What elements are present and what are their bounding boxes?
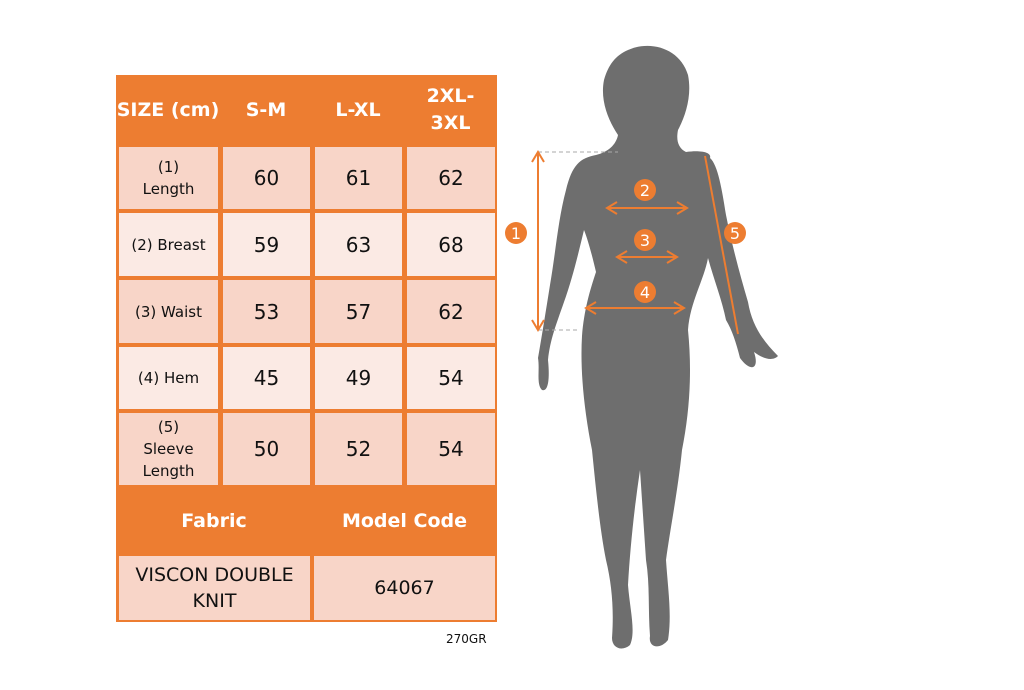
size-value-cell: 68 xyxy=(407,213,495,276)
size-value-cell: 59 xyxy=(223,213,310,276)
fabric-value: VISCON DOUBLE KNIT xyxy=(119,556,310,620)
marker-2: 2 xyxy=(640,181,650,200)
row-label: (2) Breast xyxy=(119,213,218,276)
size-value-cell: 63 xyxy=(315,213,402,276)
size-value-cell: 60 xyxy=(223,147,310,209)
row-label: (1) Length xyxy=(119,147,218,209)
size-value-cell: 61 xyxy=(315,147,402,209)
body-silhouette-figure: 1 2 3 4 5 xyxy=(505,45,778,649)
header-s-m: S-M xyxy=(245,98,287,121)
marker-4: 4 xyxy=(640,283,650,302)
size-value-cell: 57 xyxy=(315,280,402,343)
size-value-cell: 49 xyxy=(315,347,402,409)
size-value-cell: 54 xyxy=(407,413,495,485)
row-label: (4) Hem xyxy=(119,347,218,409)
marker-3: 3 xyxy=(640,231,650,250)
header-2xl-3xl: 2XL- 3XL xyxy=(426,85,475,134)
size-value-cell: 53 xyxy=(223,280,310,343)
size-value-cell: 45 xyxy=(223,347,310,409)
fabric-header: Fabric xyxy=(181,509,247,532)
silhouette xyxy=(538,45,778,649)
model-code-header: Model Code xyxy=(341,509,468,532)
fabric-weight-note: 270GR xyxy=(446,632,487,646)
row-label: (3) Waist xyxy=(119,280,218,343)
size-value-cell: 62 xyxy=(407,147,495,209)
size-value-cell: 52 xyxy=(315,413,402,485)
marker-5: 5 xyxy=(730,224,740,243)
size-value-cell: 54 xyxy=(407,347,495,409)
header-l-xl: L-XL xyxy=(335,98,381,121)
row-label: (5) Sleeve Length xyxy=(119,413,218,485)
model-code-value: 64067 xyxy=(314,556,495,620)
size-value-cell: 50 xyxy=(223,413,310,485)
header-size: SIZE (cm) xyxy=(116,98,220,121)
size-value-cell: 62 xyxy=(407,280,495,343)
marker-1: 1 xyxy=(511,224,521,243)
size-chart-table: SIZE (cm) S-M L-XL 2XL- 3XL (1) Length 60… xyxy=(116,75,497,622)
